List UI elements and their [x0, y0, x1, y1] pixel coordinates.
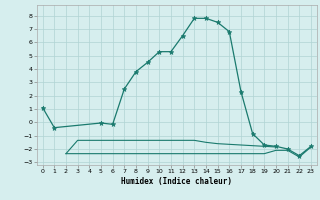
- X-axis label: Humidex (Indice chaleur): Humidex (Indice chaleur): [121, 177, 232, 186]
